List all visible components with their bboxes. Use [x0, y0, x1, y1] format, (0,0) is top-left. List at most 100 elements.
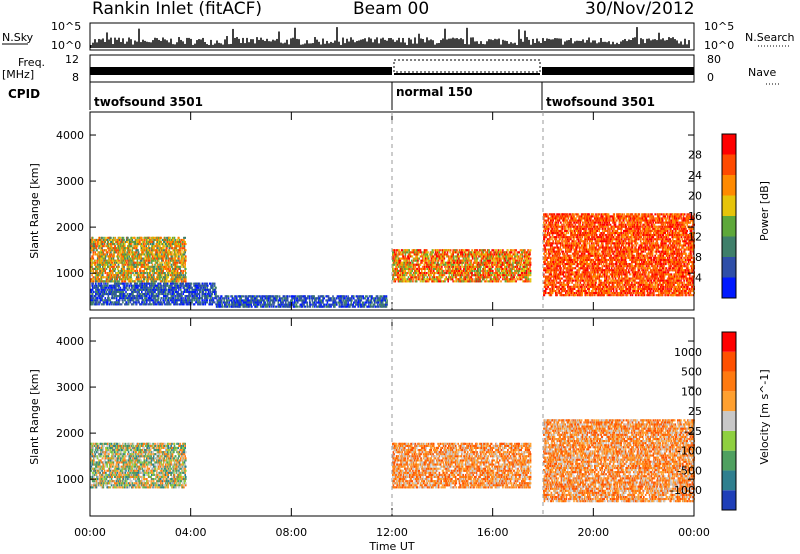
heatmap-cell — [362, 295, 364, 298]
heatmap-cell — [375, 297, 377, 300]
heatmap-cell — [208, 293, 210, 296]
heatmap-cell — [303, 305, 305, 308]
heatmap-cell — [149, 236, 151, 239]
heatmap-cell — [322, 305, 324, 308]
heatmap-cell — [157, 245, 159, 248]
heatmap-cell — [141, 290, 143, 293]
heatmap-cell — [133, 257, 135, 260]
heatmap-cell — [140, 288, 142, 291]
heatmap-cell — [266, 295, 268, 298]
heatmap-cell — [197, 303, 200, 306]
heatmap-cell — [426, 276, 429, 279]
heatmap-cell — [152, 259, 154, 262]
heatmap-cell — [156, 253, 158, 256]
heatmap-cell — [314, 301, 316, 304]
heatmap-cell — [166, 247, 168, 250]
heatmap-cell — [96, 265, 99, 268]
heatmap-cell — [97, 301, 100, 304]
heatmap-cell — [183, 303, 185, 306]
heatmap-cell — [288, 295, 291, 298]
heatmap-cell — [201, 284, 203, 287]
heatmap-cell — [130, 290, 133, 293]
heatmap-cell — [295, 299, 298, 302]
heatmap-cell — [184, 265, 186, 268]
heatmap-cell — [139, 293, 142, 296]
heatmap-cell — [157, 297, 160, 300]
heatmap-cell — [151, 272, 154, 275]
heatmap-cell — [185, 249, 187, 252]
heatmap-cell — [125, 290, 127, 293]
heatmap-cell — [411, 249, 414, 252]
heatmap-cell — [428, 261, 431, 264]
heatmap-cell — [352, 305, 354, 308]
heatmap-cell — [168, 288, 170, 291]
heatmap-cell — [131, 303, 134, 306]
cpid-segment-3: twofsound 3501 — [546, 95, 655, 109]
heatmap-cell — [433, 276, 436, 279]
heatmap-cell — [161, 303, 164, 306]
heatmap-cell — [191, 299, 194, 302]
heatmap-cell — [154, 297, 157, 300]
heatmap-cell — [154, 261, 157, 264]
heatmap-cell — [195, 301, 198, 304]
heatmap-cell — [376, 301, 378, 304]
heatmap-cell — [118, 278, 121, 281]
heatmap-cell — [125, 301, 128, 304]
heatmap-cell — [312, 301, 314, 304]
heatmap-cell — [185, 297, 187, 300]
heatmap-cell — [100, 278, 103, 281]
heatmap-cell — [395, 278, 398, 281]
heatmap-cell — [90, 261, 92, 264]
heatmap-cell — [323, 305, 325, 308]
heatmap-cell — [119, 251, 122, 254]
heatmap-cell — [105, 261, 107, 264]
heatmap-cell — [340, 297, 342, 300]
heatmap-cell — [139, 295, 141, 298]
heatmap-cell — [260, 297, 263, 300]
heatmap-cell — [395, 255, 398, 258]
heatmap-cell — [347, 295, 349, 298]
heatmap-cell — [396, 267, 398, 270]
heatmap-cell — [91, 280, 93, 283]
heatmap-cell — [229, 299, 231, 302]
heatmap-cell — [170, 282, 173, 285]
heatmap-cell — [164, 290, 167, 293]
heatmap-cell — [170, 263, 173, 266]
heatmap-cell — [308, 295, 311, 298]
heatmap-cell — [110, 243, 112, 246]
heatmap-cell — [118, 261, 121, 264]
heatmap-cell — [96, 249, 98, 252]
heatmap-cell — [96, 274, 98, 277]
heatmap-cell — [166, 297, 168, 300]
heatmap-cell — [181, 278, 183, 281]
heatmap-cell — [91, 247, 94, 250]
heatmap-cell — [113, 301, 115, 304]
heatmap-cell — [91, 236, 94, 239]
heatmap-cell — [176, 301, 178, 304]
heatmap-cell — [177, 284, 180, 287]
heatmap-cell — [308, 297, 311, 300]
heatmap-cell — [130, 274, 132, 277]
heatmap-cell — [173, 286, 176, 289]
nave-label: Nave — [748, 66, 776, 79]
heatmap-cell — [100, 261, 103, 264]
heatmap-cell — [155, 267, 157, 270]
heatmap-cell — [147, 267, 149, 270]
heatmap-cell — [151, 290, 153, 293]
heatmap-cell — [107, 263, 109, 266]
heatmap-cell — [91, 297, 93, 300]
heatmap-cell — [264, 301, 266, 304]
heatmap-cell — [425, 259, 427, 262]
heatmap-cell — [370, 303, 372, 306]
heatmap-cell — [415, 280, 418, 283]
heatmap-cell — [173, 303, 176, 306]
heatmap-cell — [185, 243, 187, 246]
heatmap-cell — [392, 276, 395, 279]
heatmap-cell — [171, 259, 173, 262]
heatmap-cell — [361, 303, 364, 306]
heatmap-cell — [103, 284, 106, 287]
heatmap-cell — [153, 265, 156, 268]
heatmap-cell — [129, 253, 132, 256]
heatmap-cell — [136, 253, 139, 256]
heatmap-cell — [101, 255, 103, 258]
